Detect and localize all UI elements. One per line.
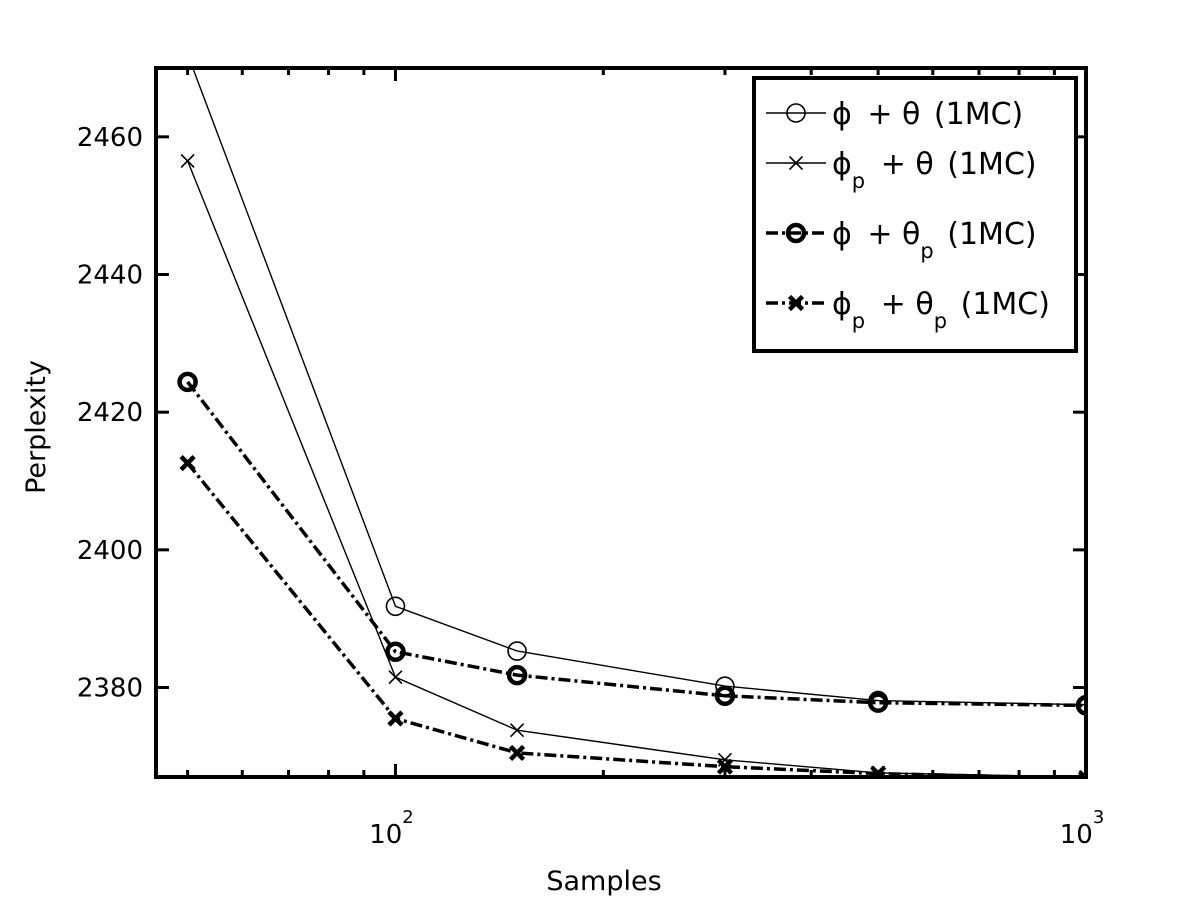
legend-label-phip-theta: ϕp + θ (1MC) xyxy=(832,147,1037,193)
series-line-phi-thetap xyxy=(186,380,1086,708)
data-point-phi-thetap xyxy=(714,685,736,707)
y-axis-label: Perplexity xyxy=(21,360,52,494)
legend: ϕ + θ (1MC) ϕp + θ (1MC) ϕ + θp (1MC) ϕp + … xyxy=(752,76,1078,353)
data-point-phi-thetap xyxy=(506,664,528,686)
data-point-phip-theta xyxy=(180,153,195,168)
y-tick-label: 2440 xyxy=(77,261,143,291)
x-tick-label: 102 xyxy=(369,807,414,850)
legend-label-phi-thetap: ϕ + θp (1MC) xyxy=(832,217,1037,263)
y-tick-label: 2400 xyxy=(77,536,143,566)
ticks-layer: 102 103 2380 2400 2420 2440 2460 xyxy=(77,68,1104,850)
data-point-phi-thetap xyxy=(385,641,406,662)
plot-frame xyxy=(154,66,1088,779)
data-point-phi-thetap xyxy=(867,692,889,713)
legend-marker-phi-thetap xyxy=(785,222,807,244)
data-point-phi-thetap xyxy=(1075,695,1086,716)
x-tick-label: 103 xyxy=(1060,807,1105,850)
series-line-phip-thetap xyxy=(186,461,1086,777)
data-point-phip-thetap xyxy=(508,744,526,761)
data-point-phip-thetap xyxy=(1077,770,1086,777)
data-point-phip-thetap xyxy=(716,758,734,775)
x-axis-label: Samples xyxy=(546,866,661,897)
data-point-phi-thetap xyxy=(177,371,198,393)
data-point-phip-theta xyxy=(509,723,525,738)
data-point-phip-theta xyxy=(388,670,403,685)
series-layer xyxy=(177,45,1086,777)
legend-label-phip-thetap: ϕp + θp (1MC) xyxy=(832,287,1050,333)
legend-marker-phip-thetap xyxy=(787,294,805,312)
series-line-phi-theta xyxy=(192,68,1086,706)
legend-marker-phip-theta xyxy=(788,155,804,171)
legend-box xyxy=(752,76,1078,353)
data-point-phi-theta xyxy=(507,641,527,661)
legend-marker-phi-theta xyxy=(786,103,806,123)
y-tick-label: 2460 xyxy=(77,123,143,153)
data-point-phip-thetap xyxy=(387,710,404,727)
data-point-phip-thetap xyxy=(179,455,196,472)
data-point-phi-theta xyxy=(179,45,197,63)
data-point-phi-theta xyxy=(385,596,406,617)
legend-label-phi-theta: ϕ + θ (1MC) xyxy=(832,97,1023,132)
y-tick-label: 2380 xyxy=(77,674,143,704)
y-tick-label: 2420 xyxy=(77,398,143,428)
